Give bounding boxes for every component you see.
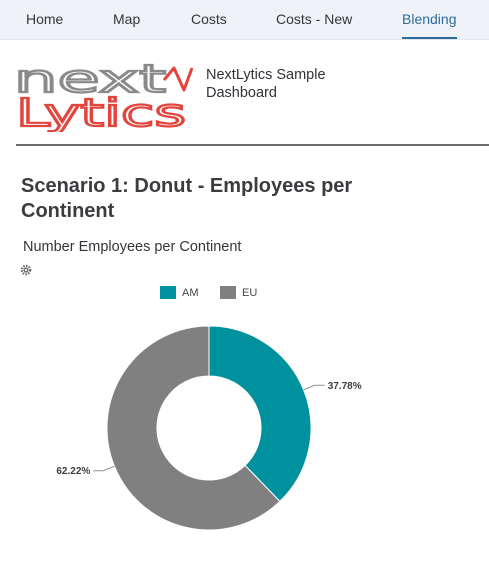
tab-costs[interactable]: Costs xyxy=(191,11,227,27)
dashboard-title: NextLytics Sample Dashboard xyxy=(206,67,326,101)
gear-icon[interactable] xyxy=(20,264,32,276)
logo-accent-stroke xyxy=(162,66,194,92)
legend-swatch-am xyxy=(160,286,176,299)
section-title: Scenario 1: Donut - Employees per Contin… xyxy=(21,175,353,222)
tab-blending[interactable]: Blending xyxy=(402,0,457,39)
donut-slice-am[interactable] xyxy=(208,325,312,503)
tab-home[interactable]: Home xyxy=(26,11,64,27)
legend-label-eu: EU xyxy=(242,286,258,299)
data-label-am: 37.78% xyxy=(328,381,362,392)
donut-slice-eu[interactable] xyxy=(106,325,281,531)
nextlytics-logo: next Lytics xyxy=(14,60,194,132)
donut-chart: 37.78% 62.22% xyxy=(56,325,362,531)
header-divider xyxy=(16,144,489,146)
chart-title: Number Employees per Continent xyxy=(23,239,242,255)
legend-swatch-eu xyxy=(220,286,236,299)
logo-text-next: next xyxy=(14,60,166,101)
data-label-leader-am xyxy=(303,384,325,391)
legend-item-am[interactable]: AM xyxy=(160,286,199,299)
tab-costs-new[interactable]: Costs - New xyxy=(276,11,353,27)
tab-map[interactable]: Map xyxy=(113,11,141,27)
legend-item-eu[interactable]: EU xyxy=(220,286,257,299)
logo-text-lytics: Lytics xyxy=(16,91,186,132)
data-label-leader-eu xyxy=(93,465,115,472)
legend-label-am: AM xyxy=(182,286,199,299)
data-label-eu: 62.22% xyxy=(56,466,90,477)
top-navigation: Home Map Costs Costs - New Blending xyxy=(0,0,489,40)
